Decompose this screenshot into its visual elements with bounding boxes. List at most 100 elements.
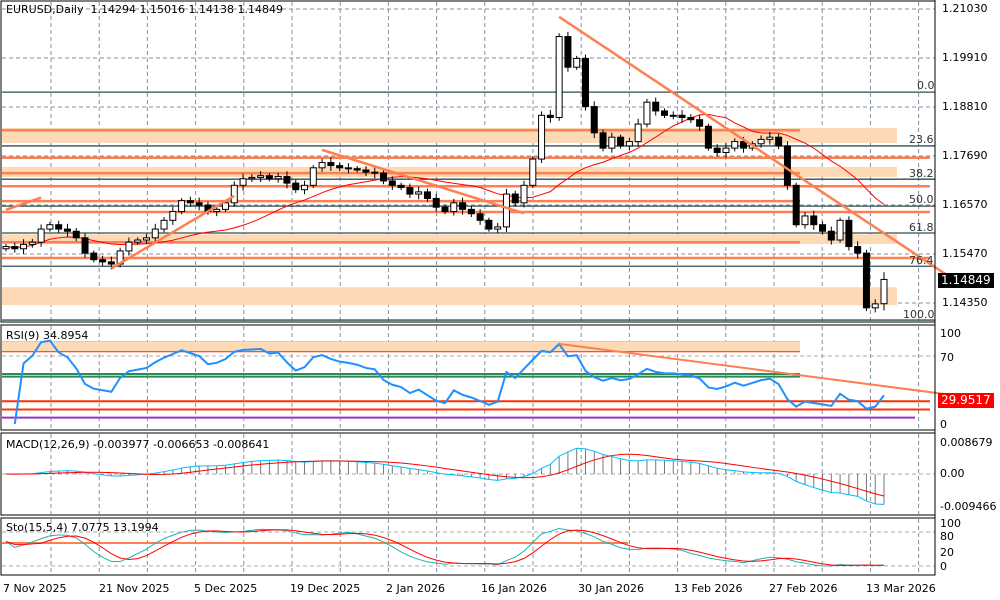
- candle-body: [11, 246, 19, 250]
- macd-label: MACD(12,26,9) -0.003977 -0.006653 -0.008…: [6, 438, 270, 451]
- candle-body: [2, 246, 10, 250]
- candle-body: [292, 182, 300, 191]
- candle-body: [661, 110, 668, 116]
- price-zone: [2, 287, 897, 306]
- trendline: [110, 194, 235, 270]
- candle-body: [107, 261, 115, 265]
- macd-main-line: [5, 447, 885, 505]
- candle-body: [467, 208, 475, 215]
- date-tick: 16 Jan 2026: [481, 582, 547, 595]
- candle-body: [564, 36, 572, 68]
- candle-body: [783, 145, 791, 186]
- ohlc-low: 1.14138: [188, 3, 234, 16]
- fib-label: 61.8: [909, 221, 934, 234]
- candle-body: [230, 184, 238, 204]
- candle-body: [819, 224, 827, 232]
- candle-body: [318, 162, 326, 169]
- candle-body: [854, 246, 862, 254]
- candle-body: [713, 147, 721, 153]
- candle-body: [880, 278, 888, 305]
- date-tick: 21 Nov 2025: [99, 582, 170, 595]
- candle-body: [581, 57, 589, 108]
- candle-body: [432, 197, 440, 208]
- candle-body: [309, 167, 317, 186]
- rsi-tick: 70: [940, 351, 954, 364]
- candle-body: [239, 178, 247, 186]
- sto-tick: 0: [940, 560, 947, 573]
- candle-body: [450, 202, 458, 213]
- candle-body: [590, 106, 598, 134]
- candle-body: [20, 243, 28, 250]
- candle-body: [775, 136, 783, 147]
- candle-body: [529, 158, 537, 186]
- candle-body: [511, 193, 519, 204]
- rsi-tick: 0: [940, 418, 947, 431]
- candle-body: [599, 132, 607, 149]
- candle-body: [731, 141, 739, 149]
- sto-tick: 20: [940, 546, 954, 559]
- date-tick: 2 Jan 2026: [386, 582, 445, 595]
- candle-body: [845, 219, 853, 248]
- trendline: [321, 148, 525, 215]
- candle-body: [248, 176, 256, 180]
- candle-body: [160, 219, 168, 230]
- fib-label: 0.0: [917, 79, 935, 92]
- date-tick: 27 Feb 2026: [769, 582, 838, 595]
- candle-body: [186, 200, 194, 204]
- candle-body: [169, 211, 177, 221]
- candle-body: [46, 224, 54, 230]
- date-tick: 30 Jan 2026: [578, 582, 644, 595]
- candle-body: [652, 101, 660, 112]
- candle-body: [827, 230, 835, 241]
- macd-tick: 0.00: [940, 467, 965, 480]
- price-tick: 1.17690: [942, 149, 988, 162]
- candle-body: [836, 219, 844, 241]
- ohlc-high: 1.15016: [139, 3, 185, 16]
- candle-body: [81, 237, 89, 254]
- candle-body: [380, 172, 388, 182]
- candle-body: [502, 193, 510, 228]
- date-tick: 5 Dec 2025: [194, 582, 258, 595]
- price-tick: 1.16570: [942, 198, 988, 211]
- price-zone: [2, 128, 897, 143]
- sto-tick: 80: [940, 530, 954, 543]
- candle-body: [555, 36, 563, 118]
- candle-body: [423, 191, 431, 199]
- price-tick: 1.21030: [942, 2, 988, 15]
- ohlc-open: 1.14294: [90, 3, 136, 16]
- rsi-line: [13, 339, 885, 425]
- candle-body: [28, 241, 36, 245]
- candle-body: [195, 202, 203, 206]
- candle-body: [617, 136, 625, 147]
- candle-body: [625, 141, 633, 147]
- candle-body: [265, 175, 273, 180]
- sto-tick: 100: [940, 517, 961, 530]
- candle-body: [55, 224, 63, 230]
- sto-main-line: [5, 528, 885, 567]
- candle-body: [134, 239, 142, 243]
- candle-body: [678, 114, 686, 118]
- candle-body: [72, 230, 80, 239]
- candle-body: [801, 215, 809, 226]
- candle-body: [99, 259, 107, 263]
- candle-body: [722, 147, 730, 153]
- candle-body: [485, 219, 493, 230]
- price-zone: [2, 234, 897, 244]
- candle-body: [687, 117, 695, 121]
- candle-body: [766, 136, 774, 140]
- candle-body: [520, 184, 528, 204]
- candle-body: [151, 228, 159, 239]
- price-tick: 1.19910: [942, 51, 988, 64]
- current-price-tag: 1.14849: [938, 273, 994, 288]
- candle-body: [634, 123, 642, 143]
- candle-body: [142, 237, 150, 241]
- candle-body: [643, 101, 651, 125]
- fib-label: 38.2: [909, 167, 934, 180]
- sto-label: Sto(15,5,4) 7.0775 13.1994: [6, 521, 159, 534]
- candle-body: [871, 303, 879, 309]
- date-tick: 7 Nov 2025: [3, 582, 67, 595]
- date-tick: 19 Dec 2025: [290, 582, 361, 595]
- sto-signal-line: [5, 529, 885, 566]
